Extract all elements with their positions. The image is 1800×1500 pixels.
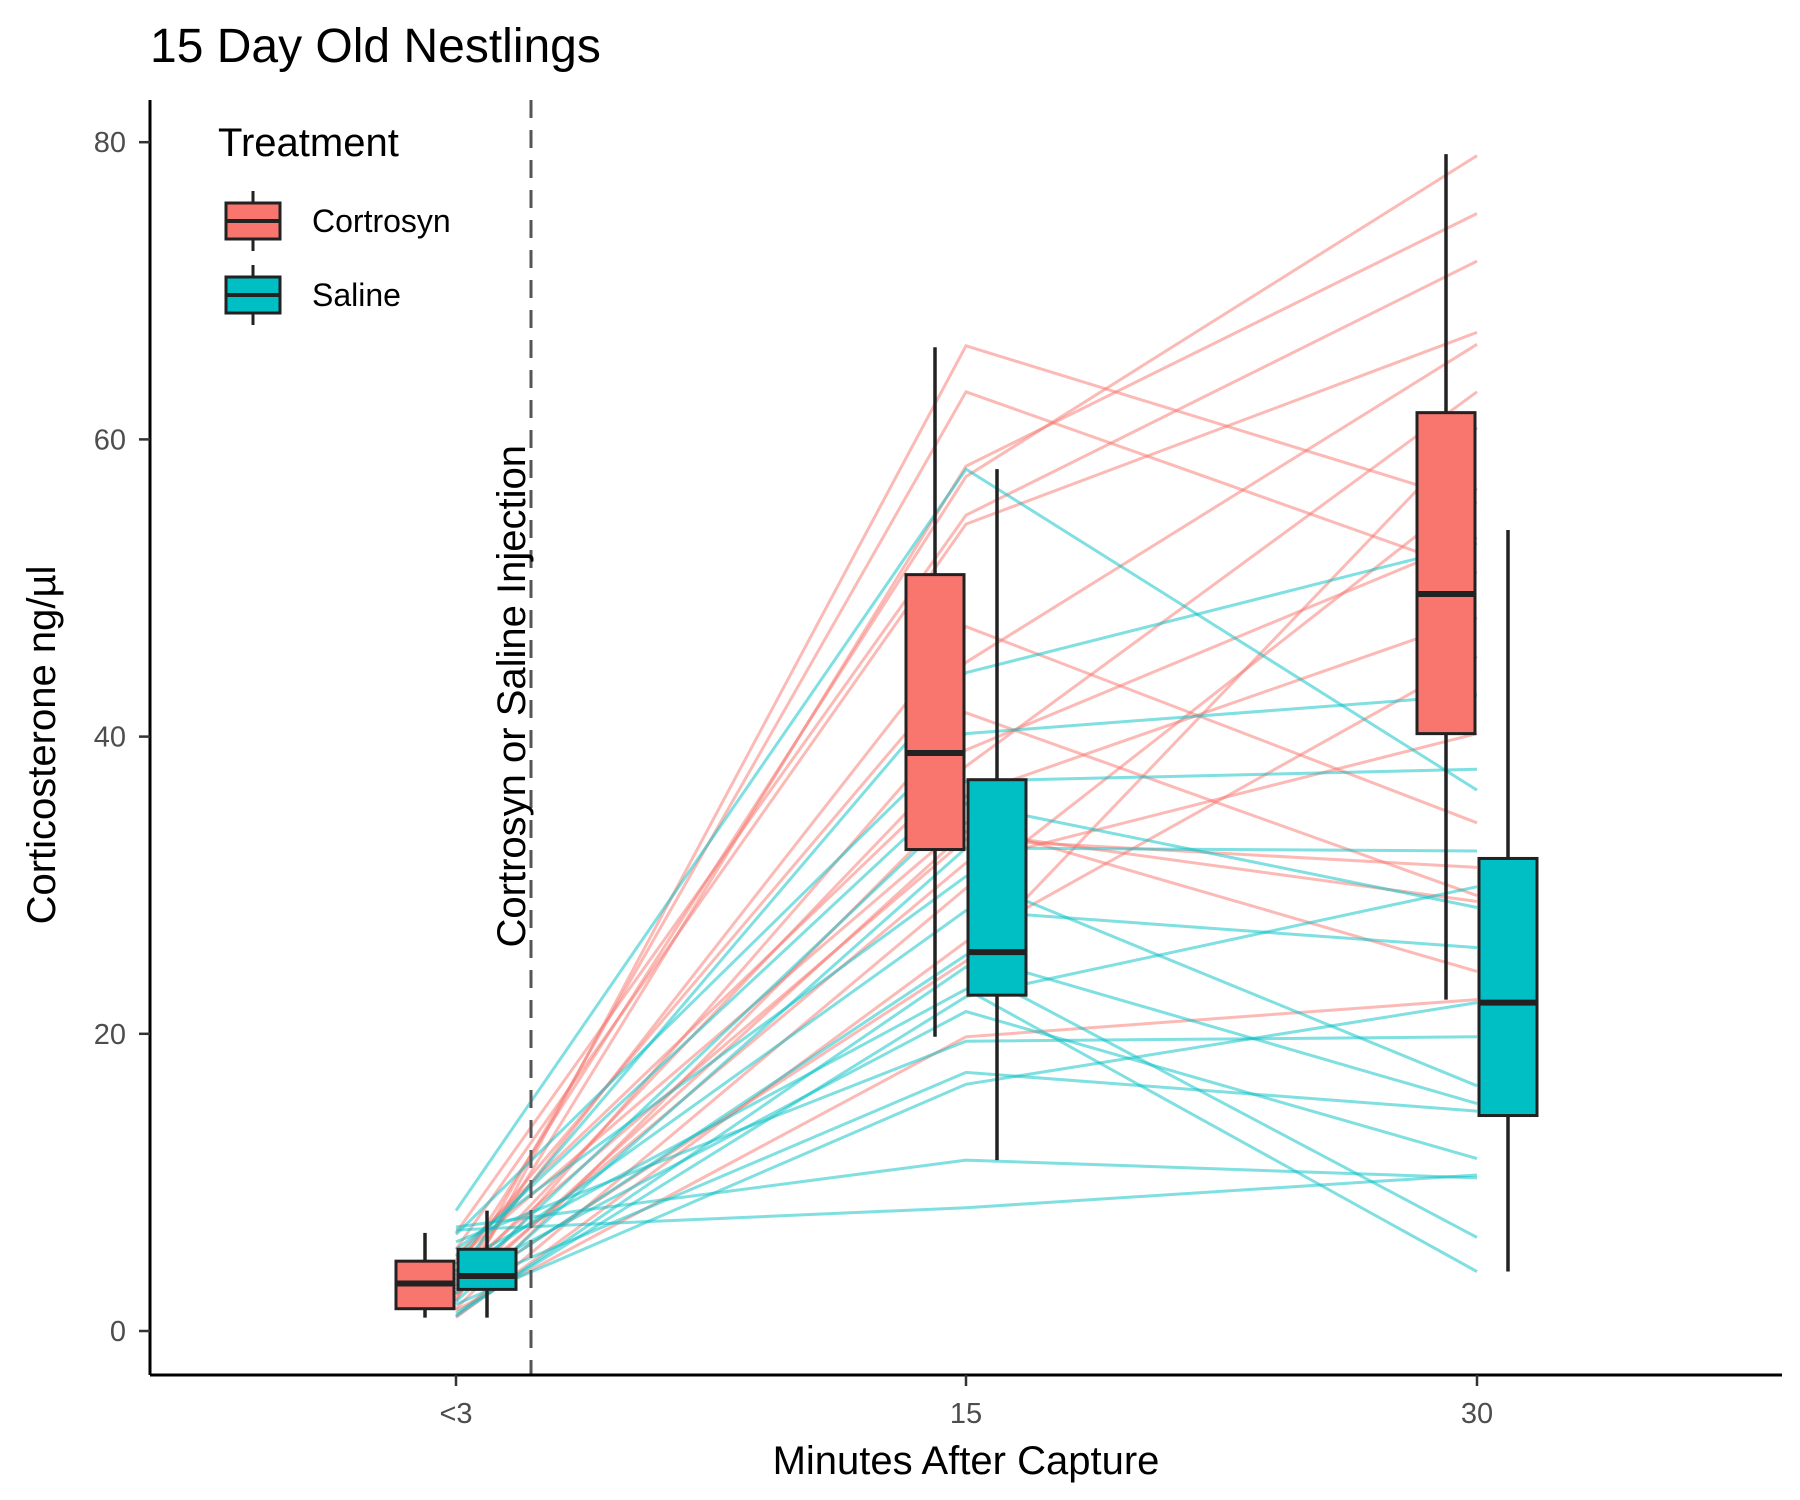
cortrosyn-trajectory-14 bbox=[455, 837, 1478, 1276]
saline-trajectory-11 bbox=[455, 987, 1478, 1273]
cortrosyn-box-1 bbox=[394, 1232, 456, 1318]
saline-trajectory-4 bbox=[454, 767, 1478, 1258]
cortrosyn-trajectory-11 bbox=[454, 390, 1478, 1257]
cortrosyn-trajectory-19 bbox=[455, 998, 1478, 1312]
x-axis-ticks: <3 15 30 bbox=[439, 1375, 1493, 1430]
saline-trajectory-16 bbox=[455, 1158, 1478, 1229]
saline-trajectory-17 bbox=[455, 1173, 1478, 1232]
saline-trajectory-2 bbox=[454, 541, 1478, 1273]
saline-trajectory-18 bbox=[455, 885, 1478, 1315]
saline-trajectory-15 bbox=[455, 1001, 1478, 1306]
x-axis-title: Minutes After Capture bbox=[773, 1439, 1160, 1483]
cortrosyn-trajectory-15 bbox=[455, 732, 1478, 1291]
y-tick-label-80: 80 bbox=[94, 127, 126, 159]
cortrosyn-iqr-2 bbox=[904, 573, 966, 852]
box-layer bbox=[394, 154, 1539, 1318]
cortrosyn-trajectory-12 bbox=[454, 616, 1478, 1310]
y-tick-label-0: 0 bbox=[110, 1316, 126, 1348]
chart-title: 15 Day Old Nestlings bbox=[150, 20, 601, 73]
individual-trajectories bbox=[454, 154, 1479, 1319]
cortrosyn-trajectory-10 bbox=[454, 536, 1478, 1285]
legend: Treatment Cortrosyn Saline bbox=[218, 121, 451, 325]
x-tick-label-3: 30 bbox=[1461, 1398, 1493, 1430]
saline-trajectory-1 bbox=[454, 467, 1478, 1212]
saline-trajectory-7 bbox=[455, 874, 1478, 1251]
y-axis-title: Corticosterone ng/µl bbox=[20, 566, 64, 925]
cortrosyn-trajectory-5 bbox=[454, 259, 1478, 1234]
legend-label-cortrosyn: Cortrosyn bbox=[312, 203, 451, 239]
cortrosyn-trajectory-6 bbox=[454, 330, 1478, 1251]
injection-annotation: Cortrosyn or Saline Injection bbox=[490, 445, 534, 947]
x-tick-label-1: <3 bbox=[439, 1398, 472, 1430]
cortrosyn-trajectory-9 bbox=[454, 711, 1478, 1300]
y-tick-label-60: 60 bbox=[94, 424, 126, 456]
saline-trajectory-6 bbox=[455, 846, 1478, 1303]
saline-trajectory-9 bbox=[455, 953, 1478, 1296]
saline-box-2 bbox=[966, 469, 1028, 1161]
legend-item-saline: Saline bbox=[224, 265, 401, 325]
cortrosyn-iqr-3 bbox=[1415, 411, 1477, 736]
saline-trajectory-12 bbox=[455, 1009, 1478, 1282]
saline-iqr-3 bbox=[1477, 856, 1539, 1118]
y-tick-label-40: 40 bbox=[94, 722, 126, 754]
cortrosyn-trajectory-3 bbox=[454, 212, 1478, 1295]
y-tick-label-20: 20 bbox=[94, 1019, 126, 1051]
saline-iqr-2 bbox=[966, 778, 1028, 997]
saline-trajectory-14 bbox=[455, 1070, 1478, 1291]
cortrosyn-box-3 bbox=[1415, 154, 1477, 1000]
saline-box-3 bbox=[1477, 530, 1539, 1272]
saline-trajectory-10 bbox=[455, 965, 1478, 1318]
cortrosyn-trajectory-2 bbox=[454, 389, 1478, 1288]
x-tick-label-2: 15 bbox=[950, 1398, 982, 1430]
cortrosyn-trajectory-8 bbox=[454, 343, 1478, 1266]
cortrosyn-box-2 bbox=[904, 347, 966, 1037]
legend-items: Cortrosyn Saline bbox=[224, 191, 451, 325]
saline-trajectory-3 bbox=[454, 693, 1478, 1236]
saline-trajectory-13 bbox=[455, 1035, 1478, 1244]
saline-iqr-1 bbox=[456, 1247, 518, 1291]
cortrosyn-trajectory-20 bbox=[454, 830, 1478, 1297]
legend-title: Treatment bbox=[218, 121, 399, 165]
legend-item-cortrosyn: Cortrosyn bbox=[224, 191, 451, 251]
y-axis-ticks: 0 20 40 60 80 bbox=[94, 127, 150, 1348]
saline-box-1 bbox=[456, 1210, 518, 1318]
saline-trajectory-8 bbox=[455, 908, 1478, 1278]
legend-label-saline: Saline bbox=[312, 277, 401, 313]
